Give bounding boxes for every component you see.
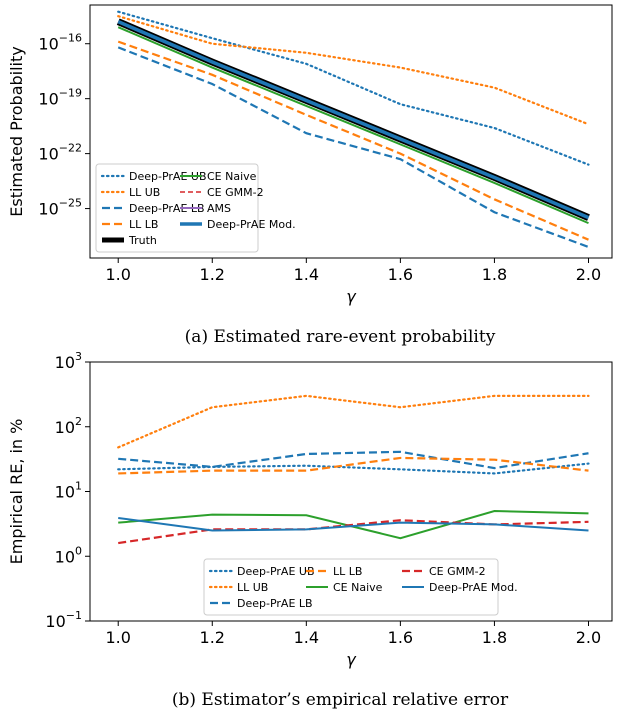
y-tick-label: 10−1 xyxy=(45,609,82,631)
x-tick-label: 2.0 xyxy=(576,265,601,284)
y-tick-label: 100 xyxy=(55,544,82,566)
x-tick-label: 1.6 xyxy=(388,265,413,284)
y-tick-base: 10 xyxy=(38,90,58,109)
legend-label: Deep-PrAE Mod. xyxy=(207,218,296,231)
y-tick-label: 10−19 xyxy=(38,87,82,109)
caption: (a) Estimated rare-event probability xyxy=(185,327,496,347)
series-line xyxy=(117,20,590,220)
x-axis-label: γ xyxy=(346,287,357,306)
series-line xyxy=(118,456,589,475)
legend-label: CE Naive xyxy=(333,581,383,594)
legend-label: Deep-PrAE LB xyxy=(237,597,313,610)
y-tick-base: 10 xyxy=(38,200,58,219)
series-line xyxy=(117,40,589,241)
y-tick-exponent: −22 xyxy=(59,142,82,155)
legend-label: Deep-PrAE UB xyxy=(237,565,315,578)
legend-box xyxy=(95,163,259,253)
y-tick-base: 10 xyxy=(55,483,75,502)
y-tick-label: 10−16 xyxy=(38,32,82,54)
legend-label: LL UB xyxy=(237,581,268,594)
y-tick-exponent: −16 xyxy=(59,32,82,45)
y-tick-exponent: −25 xyxy=(59,197,82,210)
legend-label: Deep-PrAE UB xyxy=(129,170,207,183)
series-line xyxy=(117,462,590,475)
y-tick-base: 10 xyxy=(55,547,75,566)
legend-label: LL UB xyxy=(129,186,160,199)
legend-label: LL LB xyxy=(129,218,158,231)
legend-box xyxy=(203,558,499,616)
x-axis-label: γ xyxy=(346,650,357,669)
plot-frame xyxy=(89,361,613,622)
legend-label: CE Naive xyxy=(207,170,257,183)
x-tick-label: 2.0 xyxy=(576,628,601,647)
legend-label: CE GMM-2 xyxy=(207,186,264,199)
y-tick-exponent: 1 xyxy=(75,480,82,493)
x-tick-label: 1.8 xyxy=(482,628,507,647)
x-tick-label: 1.0 xyxy=(105,628,130,647)
legend-label: Deep-PrAE LB xyxy=(129,202,205,215)
x-tick-label: 1.2 xyxy=(200,265,225,284)
series-line xyxy=(118,516,589,532)
y-tick-base: 10 xyxy=(38,145,58,164)
y-tick-base: 10 xyxy=(45,612,65,631)
y-tick-exponent: 3 xyxy=(75,350,82,363)
legend-label: CE GMM-2 xyxy=(429,565,486,578)
x-tick-label: 1.4 xyxy=(294,265,319,284)
y-axis-label: Empirical RE, in % xyxy=(7,419,26,565)
y-tick-label: 10−25 xyxy=(38,197,82,219)
legend-label: Truth xyxy=(128,234,157,247)
y-tick-label: 102 xyxy=(55,415,82,437)
series-line xyxy=(117,26,589,225)
y-tick-label: 103 xyxy=(55,350,82,372)
y-axis-label: Estimated Probability xyxy=(7,46,26,217)
y-tick-label: 10−22 xyxy=(38,142,82,164)
y-tick-exponent: −19 xyxy=(59,87,82,100)
legend-label: AMS xyxy=(207,202,231,215)
y-tick-base: 10 xyxy=(55,418,75,437)
x-tick-label: 1.2 xyxy=(200,628,225,647)
series-line xyxy=(117,15,590,126)
caption: (b) Estimator’s empirical relative error xyxy=(172,690,509,710)
y-tick-exponent: 0 xyxy=(75,544,82,557)
y-tick-base: 10 xyxy=(55,353,75,372)
series-line xyxy=(117,46,589,249)
series-line xyxy=(118,519,589,545)
x-tick-label: 1.6 xyxy=(388,628,413,647)
x-tick-label: 1.8 xyxy=(482,265,507,284)
y-tick-exponent: 2 xyxy=(75,415,82,428)
legend-label: Deep-PrAE Mod. xyxy=(429,581,518,594)
series-line xyxy=(118,450,589,470)
y-tick-exponent: −1 xyxy=(66,609,82,622)
x-tick-label: 1.4 xyxy=(294,628,319,647)
y-tick-base: 10 xyxy=(38,35,58,54)
series-line xyxy=(117,10,590,166)
legend-label: LL LB xyxy=(333,565,362,578)
y-tick-label: 101 xyxy=(55,480,82,502)
x-tick-label: 1.0 xyxy=(105,265,130,284)
plot-frame xyxy=(89,4,613,259)
series-line xyxy=(117,394,590,449)
